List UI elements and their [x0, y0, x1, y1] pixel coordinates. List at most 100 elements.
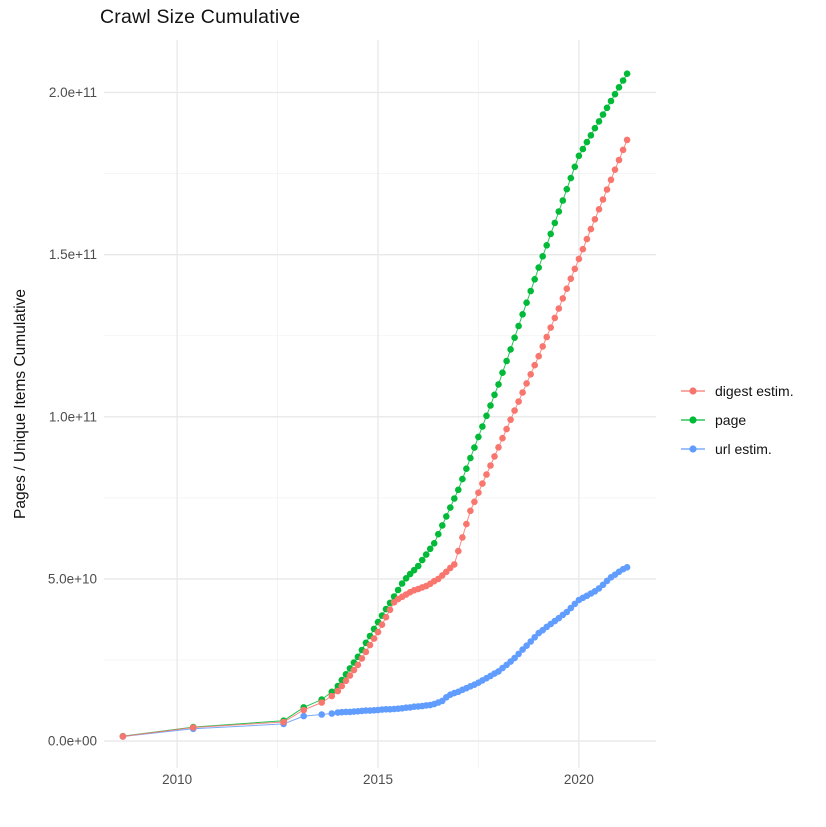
data-point	[451, 561, 458, 568]
data-point	[439, 522, 446, 529]
legend-label-page: page	[715, 412, 747, 428]
data-point	[531, 634, 538, 641]
data-point	[394, 586, 402, 594]
data-point	[551, 219, 559, 227]
data-point	[475, 433, 482, 441]
data-point	[495, 444, 502, 451]
data-point	[189, 724, 197, 731]
data-point	[511, 654, 518, 662]
data-point	[527, 638, 534, 645]
data-point	[523, 380, 530, 387]
data-point	[483, 471, 490, 478]
series-page	[119, 70, 631, 740]
data-point	[579, 145, 587, 153]
data-point	[346, 672, 354, 679]
data-point	[350, 666, 358, 674]
data-point	[491, 453, 498, 460]
data-point	[567, 604, 575, 612]
data-point	[623, 136, 631, 144]
data-point	[611, 166, 619, 173]
data-point	[483, 412, 490, 420]
data-point	[430, 540, 438, 547]
data-point	[386, 606, 394, 614]
data-point	[378, 621, 386, 628]
data-point	[455, 486, 462, 494]
data-point	[402, 575, 410, 582]
data-point	[374, 628, 382, 636]
data-point	[615, 156, 623, 164]
data-point	[366, 641, 374, 649]
data-point	[619, 77, 627, 84]
data-point	[567, 174, 575, 182]
data-point	[451, 495, 458, 502]
data-point	[447, 504, 454, 511]
data-point	[547, 324, 554, 331]
data-point	[591, 124, 599, 132]
data-point	[603, 186, 611, 193]
data-point	[535, 352, 542, 360]
data-point	[414, 562, 422, 570]
data-point	[519, 389, 526, 396]
x-tick-label: 2020	[564, 772, 594, 787]
data-point	[382, 613, 390, 621]
data-point	[547, 230, 554, 238]
data-point	[571, 163, 579, 171]
series-url-estim-	[119, 564, 631, 740]
data-point	[531, 361, 538, 369]
data-point	[539, 252, 546, 260]
data-point	[471, 444, 478, 451]
data-point	[499, 434, 506, 442]
data-point	[527, 371, 534, 378]
y-tick-label: 0.0e+00	[48, 734, 97, 749]
data-point	[479, 423, 486, 430]
data-point	[591, 216, 599, 223]
legend-item-page: page	[680, 410, 794, 430]
data-point	[563, 185, 571, 193]
data-point	[503, 357, 510, 365]
data-point	[595, 206, 603, 213]
data-point	[463, 520, 470, 528]
data-point	[611, 90, 619, 98]
data-point	[398, 580, 406, 587]
data-point	[362, 648, 370, 656]
data-point	[607, 176, 615, 184]
data-point	[587, 225, 595, 233]
data-point	[507, 346, 514, 353]
data-point	[328, 710, 336, 717]
data-point	[599, 196, 607, 203]
data-point	[567, 275, 575, 283]
data-point	[583, 138, 591, 146]
data-point	[515, 398, 522, 405]
data-point	[543, 242, 550, 249]
data-point	[300, 706, 308, 714]
data-point	[338, 682, 346, 690]
data-point	[358, 655, 366, 662]
data-point	[119, 733, 127, 740]
data-point	[487, 462, 494, 469]
data-point	[300, 712, 308, 720]
series-digest-estim-	[119, 136, 631, 740]
data-point	[551, 314, 559, 322]
data-point	[318, 699, 326, 706]
data-point	[342, 677, 350, 685]
data-point	[527, 287, 534, 295]
data-point	[499, 369, 506, 377]
data-point	[523, 642, 530, 649]
data-point	[555, 208, 563, 215]
data-point	[519, 311, 526, 318]
data-point	[523, 299, 530, 307]
data-point	[422, 551, 430, 558]
data-point	[587, 132, 595, 139]
legend-label-url-estim: url estim.	[715, 441, 772, 457]
data-point	[418, 556, 426, 564]
legend: digest estim. page url estim.	[680, 381, 794, 459]
data-point	[623, 70, 631, 77]
data-point	[615, 84, 623, 91]
data-point	[599, 111, 607, 118]
data-point	[426, 545, 434, 553]
data-point	[535, 264, 542, 271]
data-point	[531, 276, 538, 283]
y-tick-label: 5.0e+10	[48, 571, 97, 586]
